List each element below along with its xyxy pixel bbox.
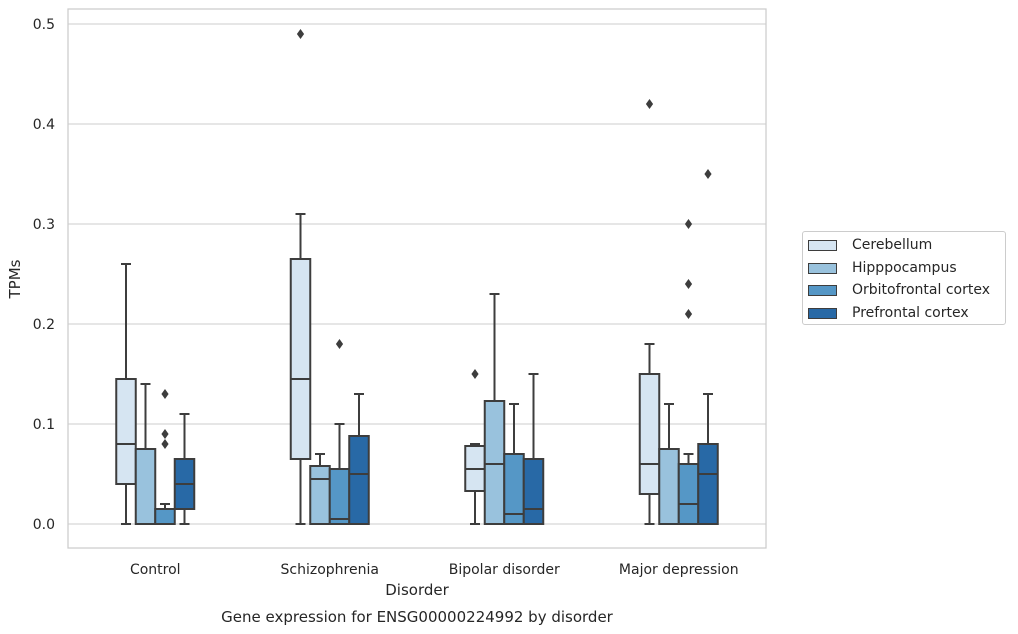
y-tick-label: 0.0 <box>33 517 55 533</box>
box-rect <box>677 463 700 525</box>
box-rect <box>658 448 680 525</box>
box-rect <box>638 373 661 495</box>
flier-point <box>684 309 693 319</box>
y-tick-label: 0.3 <box>33 217 55 233</box>
legend-item-cerebellum: Cerebellum <box>808 234 932 256</box>
flier-point <box>704 169 712 179</box>
box-hipppocampus-schizophrenia <box>309 453 331 525</box>
box-orbitofrontal-cortex-schizophrenia <box>328 339 351 525</box>
legend-label-hippocampus: Hipppocampus <box>852 260 957 276</box>
box-orbitofrontal-cortex-control <box>154 389 176 525</box>
box-cerebellum-major-depression <box>638 99 661 525</box>
legend-label-orbitofrontal-cortex: Orbitofrontal cortex <box>852 282 990 298</box>
flier-point <box>161 389 169 399</box>
y-tick-label: 0.5 <box>33 17 55 33</box>
legend: Cerebellum Hipppocampus Orbitofrontal co… <box>802 231 1006 325</box>
flier-point <box>161 439 169 449</box>
box-hipppocampus-major-depression <box>658 403 680 525</box>
x-tick-label: Major depression <box>619 562 739 578</box>
box-groups <box>115 29 719 525</box>
legend-swatch-cerebellum <box>808 239 837 251</box>
box-hipppocampus-control <box>134 383 157 525</box>
x-tick-label: Bipolar disorder <box>449 562 560 578</box>
x-tick-labels: Control Schizophrenia Bipolar disorder Majo… <box>130 562 739 578</box>
flier-point <box>161 429 169 439</box>
box-cerebellum-schizophrenia <box>289 29 312 525</box>
legend-label-cerebellum: Cerebellum <box>852 237 933 253</box>
box-rect <box>309 465 331 525</box>
legend-swatch-orbitofrontal-cortex <box>808 284 837 296</box>
flier-point <box>296 29 305 39</box>
box-prefrontal-cortex-bipolar-disorder <box>522 373 545 525</box>
flier-point <box>684 279 693 289</box>
box-rect <box>328 468 351 525</box>
x-tick-label: Schizophrenia <box>281 562 379 578</box>
chart-title: Gene expression for ENSG00000224992 by d… <box>221 608 614 626</box>
legend-swatch-prefrontal-cortex <box>808 307 837 319</box>
box-hipppocampus-bipolar-disorder <box>483 293 506 525</box>
box-rect <box>289 258 312 460</box>
y-tick-label: 0.4 <box>33 117 55 133</box>
box-orbitofrontal-cortex-major-depression <box>677 219 700 525</box>
box-rect <box>697 443 719 525</box>
flier-point <box>471 369 479 379</box>
legend-label-prefrontal-cortex: Prefrontal cortex <box>852 305 969 321</box>
y-tick-labels: 0.0 0.1 0.2 0.3 0.4 0.5 <box>33 17 55 533</box>
legend-item-hippocampus: Hipppocampus <box>808 257 957 279</box>
flier-point <box>645 99 654 109</box>
legend-swatch-hippocampus <box>808 262 837 274</box>
y-axis-label: TPMs <box>6 259 24 299</box>
box-prefrontal-cortex-control <box>173 413 196 525</box>
box-prefrontal-cortex-major-depression <box>697 169 719 525</box>
box-rect <box>483 400 506 525</box>
y-tick-label: 0.1 <box>33 417 55 433</box>
box-rect <box>522 458 545 525</box>
plot-frame <box>67 8 767 549</box>
box-cerebellum-bipolar-disorder <box>464 369 486 525</box>
box-rect <box>348 435 370 525</box>
y-tick-label: 0.2 <box>33 317 55 333</box>
x-axis-label: Disorder <box>385 581 449 599</box>
box-prefrontal-cortex-schizophrenia <box>348 393 370 525</box>
box-orbitofrontal-cortex-bipolar-disorder <box>503 403 525 525</box>
box-rect <box>154 508 176 525</box>
legend-item-prefrontal-cortex: Prefrontal cortex <box>808 302 969 324</box>
flier-point <box>684 219 693 229</box>
x-tick-label: Control <box>130 562 181 578</box>
box-cerebellum-control <box>115 263 137 525</box>
flier-point <box>335 339 344 349</box>
box-rect <box>134 448 157 525</box>
legend-item-orbitofrontal-cortex: Orbitofrontal cortex <box>808 279 990 301</box>
box-rect <box>115 378 137 485</box>
